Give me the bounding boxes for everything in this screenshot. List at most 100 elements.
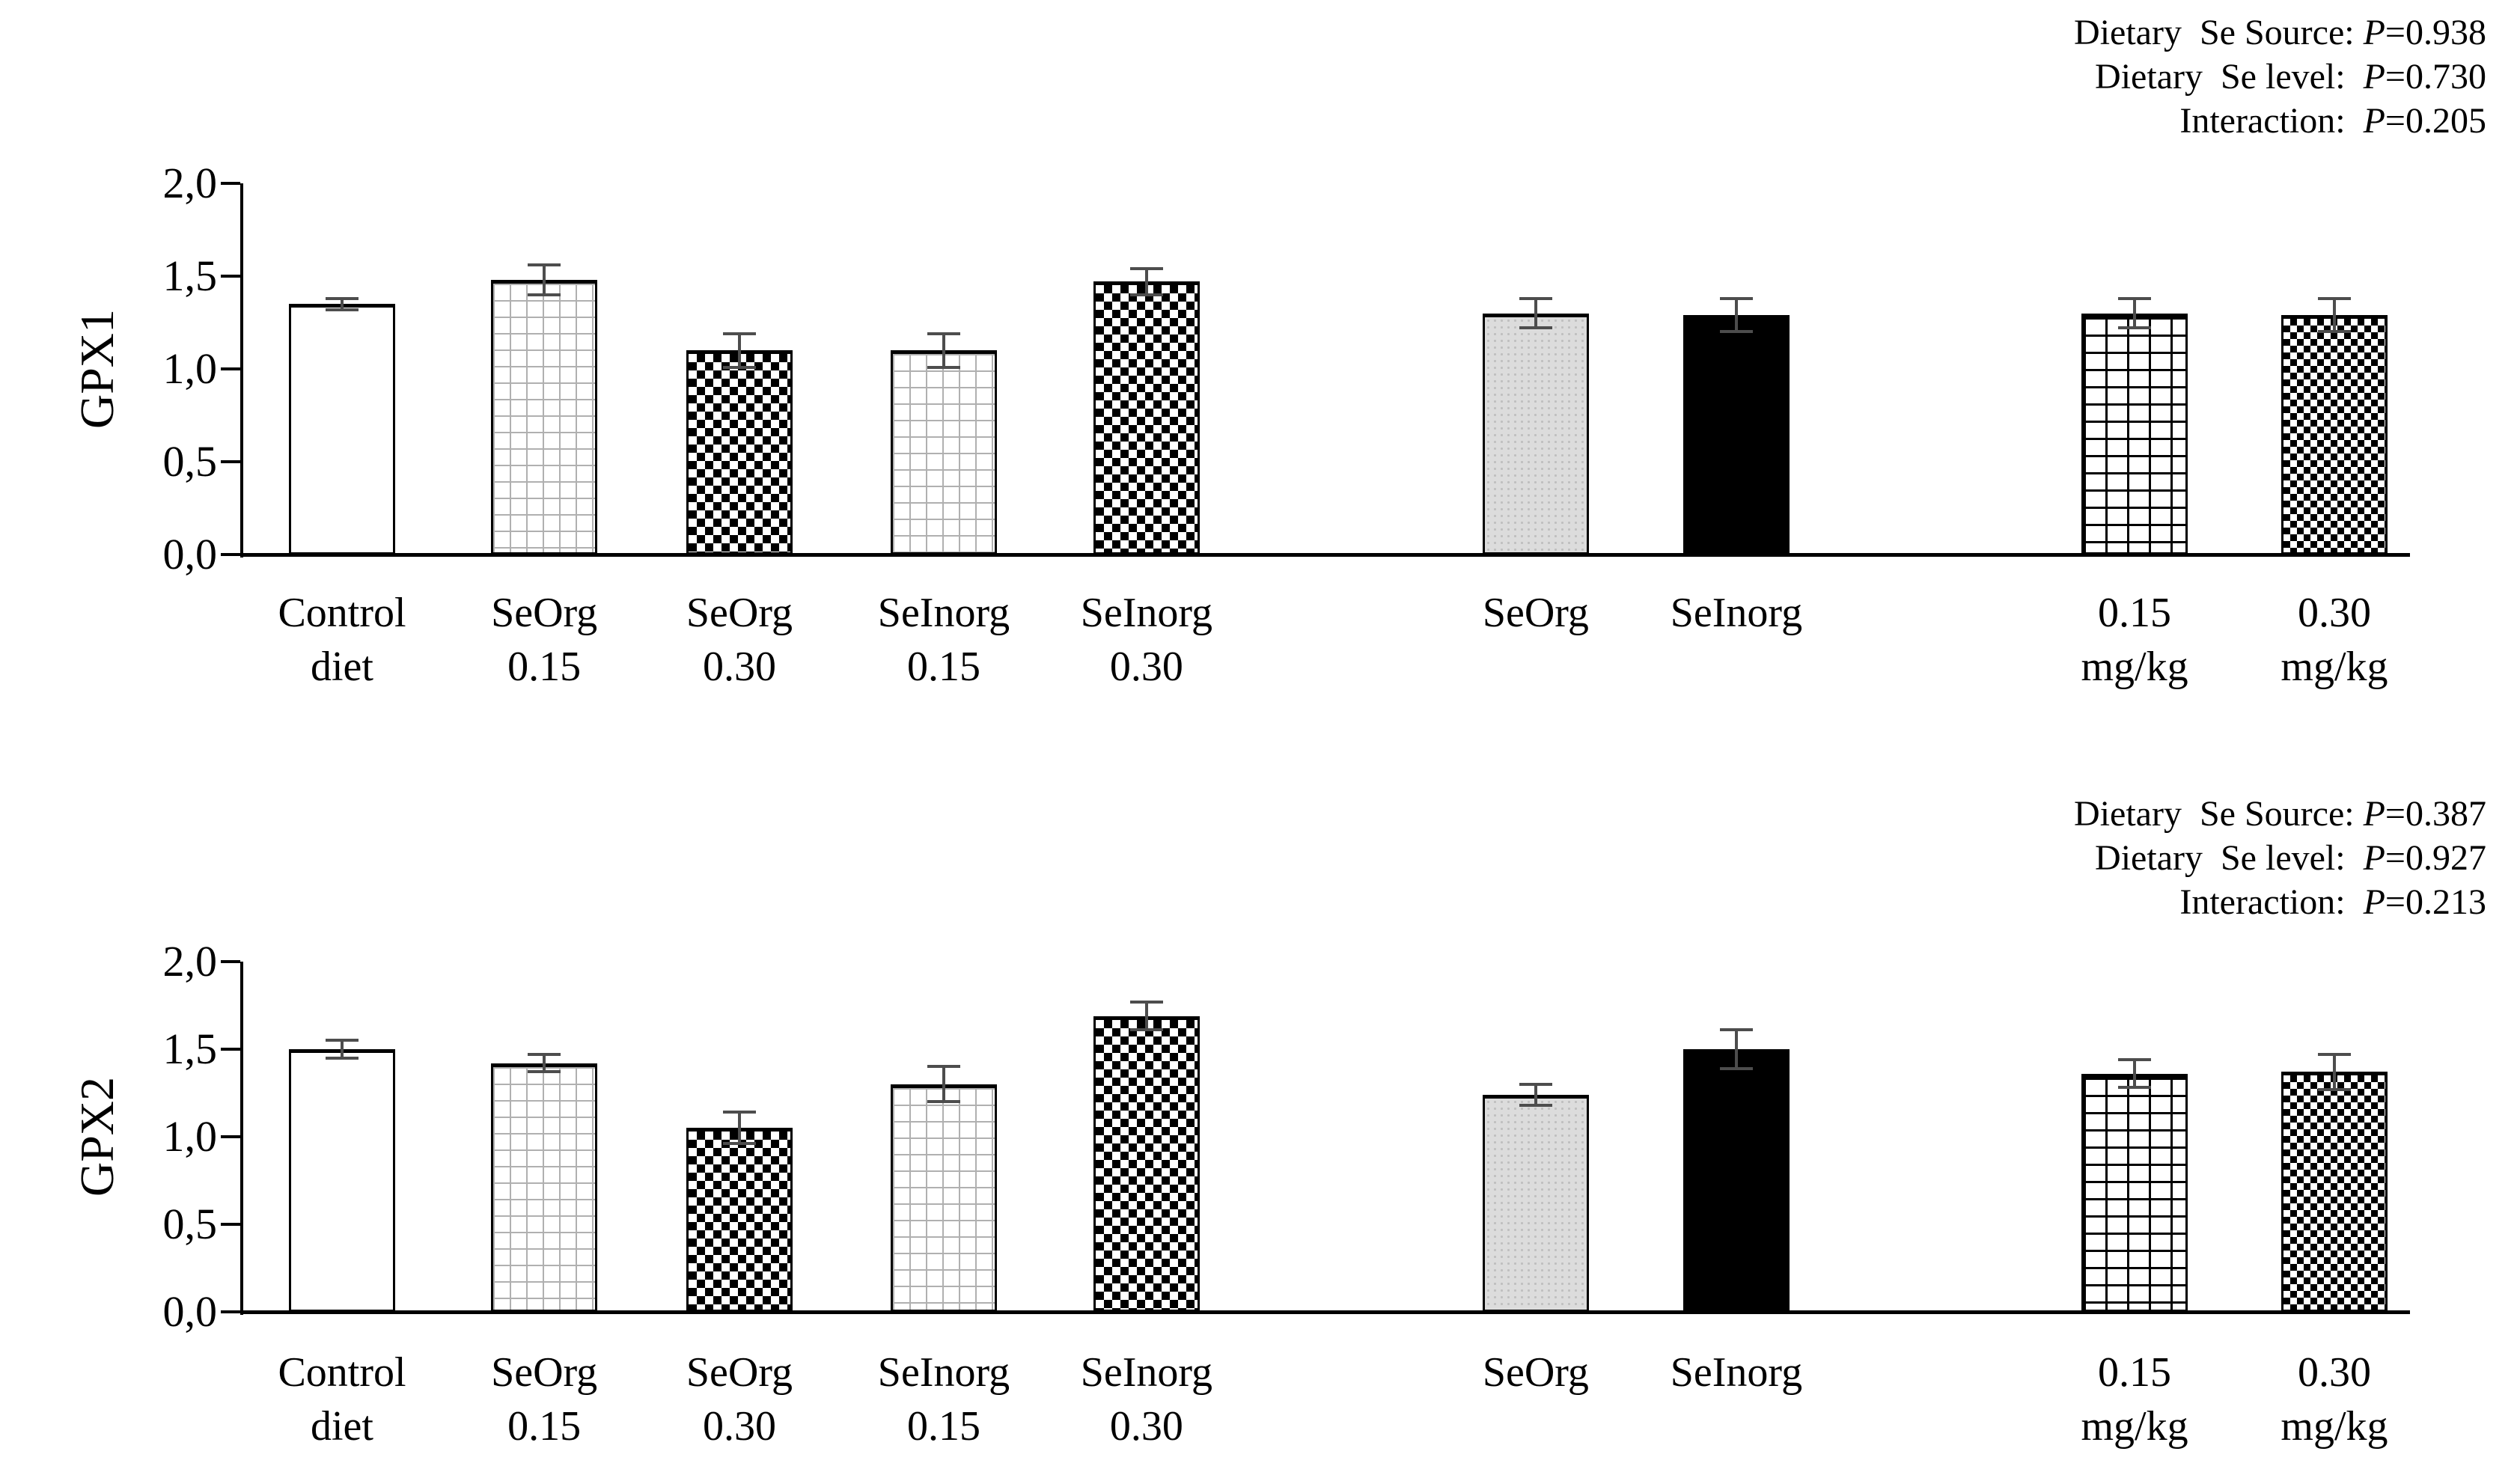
category-label-line1: SeOrg (1482, 590, 1589, 636)
bar-0.30-mg/kg (2281, 1072, 2388, 1312)
category-label-line1: SeInorg (1080, 1349, 1213, 1396)
category-label: SeOrg (1401, 1346, 1671, 1399)
bar-seinorg-0.30 (1093, 1016, 1200, 1312)
category-label-line1: 0.30 (2297, 590, 2371, 636)
category-label: SeInorg (1602, 586, 1871, 640)
y-tick-mark (221, 1048, 240, 1051)
category-label-line2: 0.30 (1109, 644, 1183, 690)
category-label-line1: SeInorg (1080, 590, 1213, 636)
error-bar-top-cap (927, 1065, 960, 1069)
error-bar-top-cap (722, 1111, 756, 1114)
equals-sign: = (2385, 882, 2405, 922)
y-axis-line (240, 962, 243, 1315)
error-bar-top-cap (528, 1053, 561, 1057)
error-bar-top-cap (1719, 1028, 1753, 1032)
error-bar-bottom-cap (722, 365, 756, 369)
y-tick-mark (221, 367, 240, 370)
error-bar-bottom-cap (2317, 330, 2351, 334)
error-bar-top-cap (2317, 296, 2351, 300)
bar-seinorg-pooled (1683, 1049, 1790, 1312)
p-symbol: P (2363, 101, 2385, 141)
stat-label: Dietary Se Source: (2074, 13, 2364, 52)
y-tick-mark (221, 1135, 240, 1138)
bar-seinorg-pooled (1683, 315, 1790, 555)
category-label-line1: SeOrg (686, 1349, 793, 1396)
category-label-line2: mg/kg (2280, 1403, 2388, 1450)
category-label: 0.30 mg/kg (2200, 586, 2469, 694)
error-bar-top-cap (1129, 1000, 1163, 1004)
bar-control-diet (289, 1049, 395, 1312)
stat-label: Interaction: (2179, 882, 2364, 922)
equals-sign: = (2385, 101, 2405, 141)
error-bar (1734, 1030, 1738, 1069)
error-bar-bottom-cap (722, 1142, 756, 1146)
category-label-line1: SeInorg (877, 590, 1010, 636)
stat-line-se-source: Dietary Se Source: P=0.387 (2074, 792, 2486, 836)
y-tick-label: 0,5 (162, 437, 218, 486)
category-label: SeInorg 0.15 (809, 1346, 1079, 1453)
error-bar-bottom-cap (528, 293, 561, 296)
bar-seorg-pooled (1482, 1094, 1589, 1312)
p-value: 0.927 (2405, 838, 2486, 878)
p-symbol: P (2363, 838, 2385, 878)
y-axis-line (240, 183, 243, 558)
category-label-line2: 0.30 (702, 644, 776, 690)
error-bar (2133, 298, 2137, 329)
category-label: SeInorg 0.30 (1012, 1346, 1281, 1453)
error-bar-bottom-cap (1719, 1066, 1753, 1070)
error-bar-bottom-cap (528, 1070, 561, 1074)
y-tick-mark (221, 460, 240, 463)
category-label: SeInorg (1602, 1346, 1871, 1399)
equals-sign: = (2385, 838, 2405, 878)
bar-0.15-mg/kg (2081, 313, 2188, 555)
y-tick-mark (221, 275, 240, 278)
error-bar-top-cap (722, 332, 756, 335)
error-bar (1144, 269, 1148, 295)
error-bar-top-cap (927, 332, 960, 335)
category-label-line2: mg/kg (2280, 644, 2388, 690)
equals-sign: = (2385, 13, 2405, 52)
error-bar-bottom-cap (2118, 1086, 2152, 1090)
error-bar-top-cap (326, 296, 359, 300)
p-value: 0.730 (2405, 57, 2486, 97)
category-label: SeInorg 0.15 (809, 586, 1079, 694)
error-bar-bottom-cap (1129, 293, 1163, 296)
error-bar (2133, 1060, 2137, 1088)
error-bar-top-cap (1519, 1082, 1552, 1086)
stat-line-interaction: Interaction: P=0.213 (2074, 880, 2486, 924)
category-label-line1: SeInorg (1670, 590, 1803, 636)
category-label-line2: mg/kg (2081, 644, 2188, 690)
stat-line-interaction: Interaction: P=0.205 (2074, 99, 2486, 143)
p-symbol: P (2363, 882, 2385, 922)
y-tick-label: 1,5 (162, 251, 218, 300)
category-label-line1: SeOrg (686, 590, 793, 636)
bar-seinorg-0.30 (1093, 281, 1200, 555)
category-label: 0.15 mg/kg (2000, 1346, 2269, 1453)
error-bar (341, 298, 344, 310)
y-tick-label: 2,0 (162, 937, 218, 986)
error-bar-top-cap (1719, 296, 1753, 300)
error-bar-top-cap (2317, 1053, 2351, 1057)
bar-control-diet (289, 304, 395, 555)
category-label: SeOrg 0.15 (409, 586, 679, 694)
p-value: 0.387 (2405, 794, 2486, 834)
error-bar-top-cap (2118, 296, 2152, 300)
category-label-line2: diet (311, 644, 373, 690)
category-label: Control diet (207, 1346, 477, 1453)
p-symbol: P (2363, 13, 2385, 52)
y-tick-label: 1,5 (162, 1024, 218, 1073)
p-symbol: P (2363, 794, 2385, 834)
error-bar-bottom-cap (927, 1100, 960, 1104)
category-label-line1: Control (278, 590, 406, 636)
category-label-line2: 0.30 (1109, 1403, 1183, 1450)
category-label: 0.30 mg/kg (2200, 1346, 2469, 1453)
error-bar-top-cap (528, 263, 561, 267)
error-bar (1534, 1084, 1537, 1105)
p-symbol: P (2363, 57, 2385, 97)
error-bar-bottom-cap (326, 308, 359, 311)
error-bar-bottom-cap (2317, 1087, 2351, 1091)
category-label-line1: SeOrg (1482, 1349, 1589, 1396)
error-bar (942, 1066, 945, 1102)
bar-seorg-0.30 (686, 1128, 793, 1312)
